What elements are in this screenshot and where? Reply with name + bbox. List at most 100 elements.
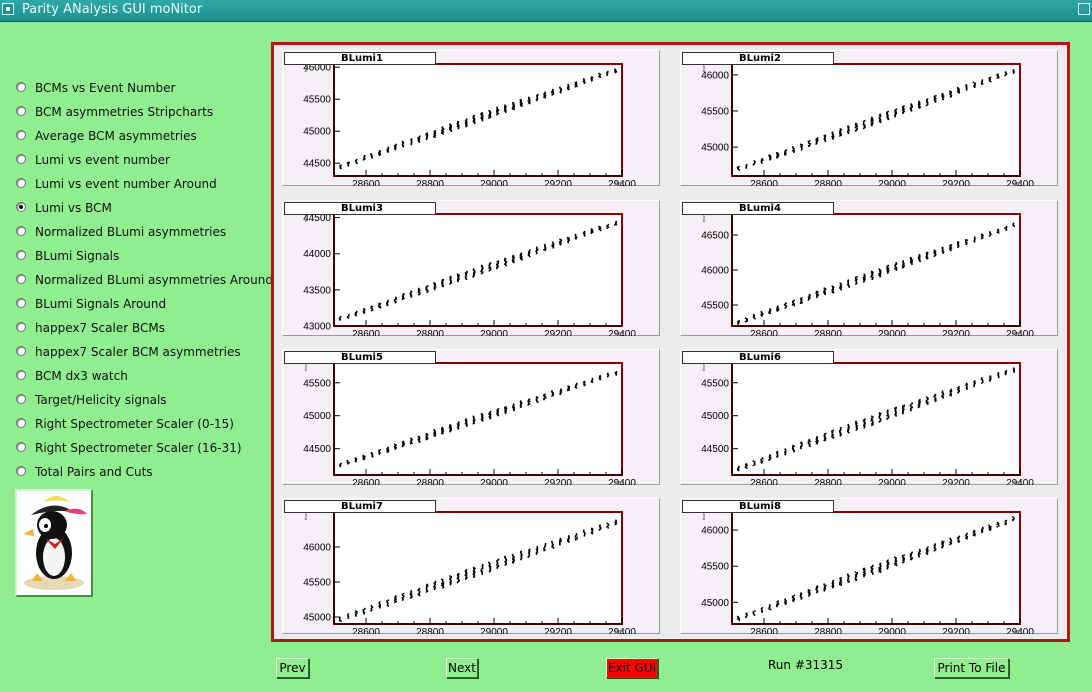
scatter-point bbox=[856, 572, 858, 574]
scatter-point bbox=[824, 587, 827, 589]
scatter-point bbox=[527, 252, 530, 255]
scatter-point bbox=[887, 270, 890, 272]
scatter-point bbox=[505, 106, 507, 108]
scatter-chart: 28600 28800 29000 29200 29400450004550046000… bbox=[701, 510, 1034, 634]
scatter-point bbox=[465, 272, 468, 275]
scatter-point bbox=[410, 139, 412, 141]
scatter-point bbox=[409, 442, 412, 445]
scatter-point bbox=[402, 144, 404, 147]
scatter-point bbox=[527, 102, 530, 104]
radio-option-1[interactable]: BCMs vs Event Number bbox=[14, 78, 270, 98]
prev-button[interactable]: Prev bbox=[276, 658, 309, 678]
radio-button[interactable] bbox=[16, 250, 26, 260]
scatter-point bbox=[902, 406, 904, 408]
next-button[interactable]: Next bbox=[446, 658, 478, 678]
scatter-point bbox=[458, 573, 460, 575]
scatter-point bbox=[410, 296, 413, 298]
scatter-point bbox=[949, 248, 952, 250]
scatter-point bbox=[394, 601, 396, 604]
scatter-point bbox=[339, 616, 341, 619]
radio-button[interactable] bbox=[16, 82, 26, 92]
radio-button[interactable] bbox=[16, 466, 26, 476]
radio-option-2[interactable]: BCM asymmetries Stripcharts bbox=[14, 102, 270, 122]
scatter-point bbox=[895, 108, 898, 110]
scatter-point bbox=[347, 613, 350, 615]
plot-canvas: 28600 28800 29000 29200 29400 44500 45000 45500… bbox=[271, 42, 1070, 642]
scatter-point bbox=[761, 611, 763, 613]
radio-option-6[interactable]: Lumi vs BCM bbox=[14, 198, 270, 218]
radio-option-5[interactable]: Lumi vs event number Around bbox=[14, 174, 270, 194]
radio-label: BCM asymmetries Stripcharts bbox=[35, 105, 214, 119]
radio-button[interactable] bbox=[16, 418, 26, 428]
scatter-point bbox=[458, 278, 460, 280]
radio-option-15[interactable]: Right Spectrometer Scaler (0-15) bbox=[14, 414, 270, 434]
radio-button[interactable] bbox=[16, 106, 26, 116]
radio-option-10[interactable]: BLumi Signals Around bbox=[14, 294, 270, 314]
radio-option-17[interactable]: Total Pairs and Cuts bbox=[14, 462, 270, 482]
radio-option-11[interactable]: happex7 Scaler BCMs bbox=[14, 318, 270, 338]
radio-button[interactable] bbox=[16, 226, 26, 236]
scatter-point bbox=[941, 542, 943, 545]
scatter-point bbox=[777, 154, 780, 157]
radio-button[interactable] bbox=[16, 274, 26, 284]
radio-button[interactable] bbox=[16, 154, 26, 164]
scatter-point bbox=[354, 159, 357, 162]
radio-button[interactable] bbox=[16, 346, 26, 356]
y-axis-label: blumi bbox=[701, 361, 706, 371]
scatter-point bbox=[809, 140, 811, 142]
print-to-file-button[interactable]: Print To File bbox=[934, 658, 1009, 678]
radio-button[interactable] bbox=[16, 370, 26, 380]
scatter-point bbox=[489, 114, 492, 117]
radio-button[interactable] bbox=[16, 442, 26, 452]
scatter-point bbox=[878, 415, 880, 418]
radio-option-16[interactable]: Right Spectrometer Scaler (16-31) bbox=[14, 438, 270, 458]
scatter-point bbox=[519, 551, 522, 553]
window-close-icon[interactable] bbox=[1078, 3, 1090, 15]
scatter-point bbox=[980, 530, 983, 533]
radio-option-9[interactable]: Normalized BLumi asymmetries Around bbox=[14, 270, 273, 290]
radio-option-13[interactable]: BCM dx3 watch bbox=[14, 366, 270, 386]
scatter-point bbox=[481, 564, 484, 566]
x-axis-label: blumi bbox=[1012, 180, 1022, 185]
radio-button[interactable] bbox=[16, 298, 26, 308]
radio-button[interactable] bbox=[16, 322, 26, 332]
radio-option-14[interactable]: Target/Helicity signals bbox=[14, 390, 270, 410]
scatter-point bbox=[536, 94, 538, 97]
y-tick-label: 45000 bbox=[303, 127, 331, 138]
scatter-point bbox=[528, 398, 531, 400]
radio-button[interactable] bbox=[16, 394, 26, 404]
exit-gui-button[interactable]: Exit GUI bbox=[606, 658, 658, 678]
scatter-point bbox=[355, 615, 357, 617]
logo-button[interactable] bbox=[15, 489, 93, 597]
scatter-point bbox=[1005, 370, 1007, 373]
radio-option-12[interactable]: happex7 Scaler BCM asymmetries bbox=[14, 342, 270, 362]
scatter-point bbox=[988, 378, 991, 381]
scatter-point bbox=[551, 91, 553, 94]
scatter-point bbox=[434, 131, 437, 134]
scatter-point bbox=[456, 122, 459, 125]
scatter-point bbox=[394, 148, 396, 150]
scatter-point bbox=[950, 539, 952, 542]
scatter-point bbox=[872, 422, 874, 424]
radio-option-7[interactable]: Normalized BLumi asymmetries bbox=[14, 222, 270, 242]
radio-option-8[interactable]: BLumi Signals bbox=[14, 246, 270, 266]
radio-button[interactable] bbox=[16, 202, 26, 212]
scatter-point bbox=[839, 132, 841, 134]
scatter-point bbox=[520, 550, 522, 553]
scatter-point bbox=[840, 584, 843, 586]
window-menu-icon[interactable] bbox=[2, 3, 14, 15]
radio-button[interactable] bbox=[16, 130, 26, 140]
scatter-point bbox=[942, 95, 945, 97]
scatter-point bbox=[856, 573, 858, 575]
scatter-point bbox=[1012, 222, 1015, 225]
x-tick-label: 28600 bbox=[750, 627, 778, 634]
scatter-point bbox=[760, 311, 763, 313]
radio-button[interactable] bbox=[16, 178, 26, 188]
scatter-point bbox=[442, 587, 444, 589]
scatter-point bbox=[417, 593, 419, 596]
radio-option-3[interactable]: Average BCM asymmetries bbox=[14, 126, 270, 146]
scatter-point bbox=[496, 113, 498, 115]
radio-option-4[interactable]: Lumi vs event number bbox=[14, 150, 270, 170]
scatter-point bbox=[761, 158, 764, 160]
scatter-point bbox=[965, 84, 968, 87]
